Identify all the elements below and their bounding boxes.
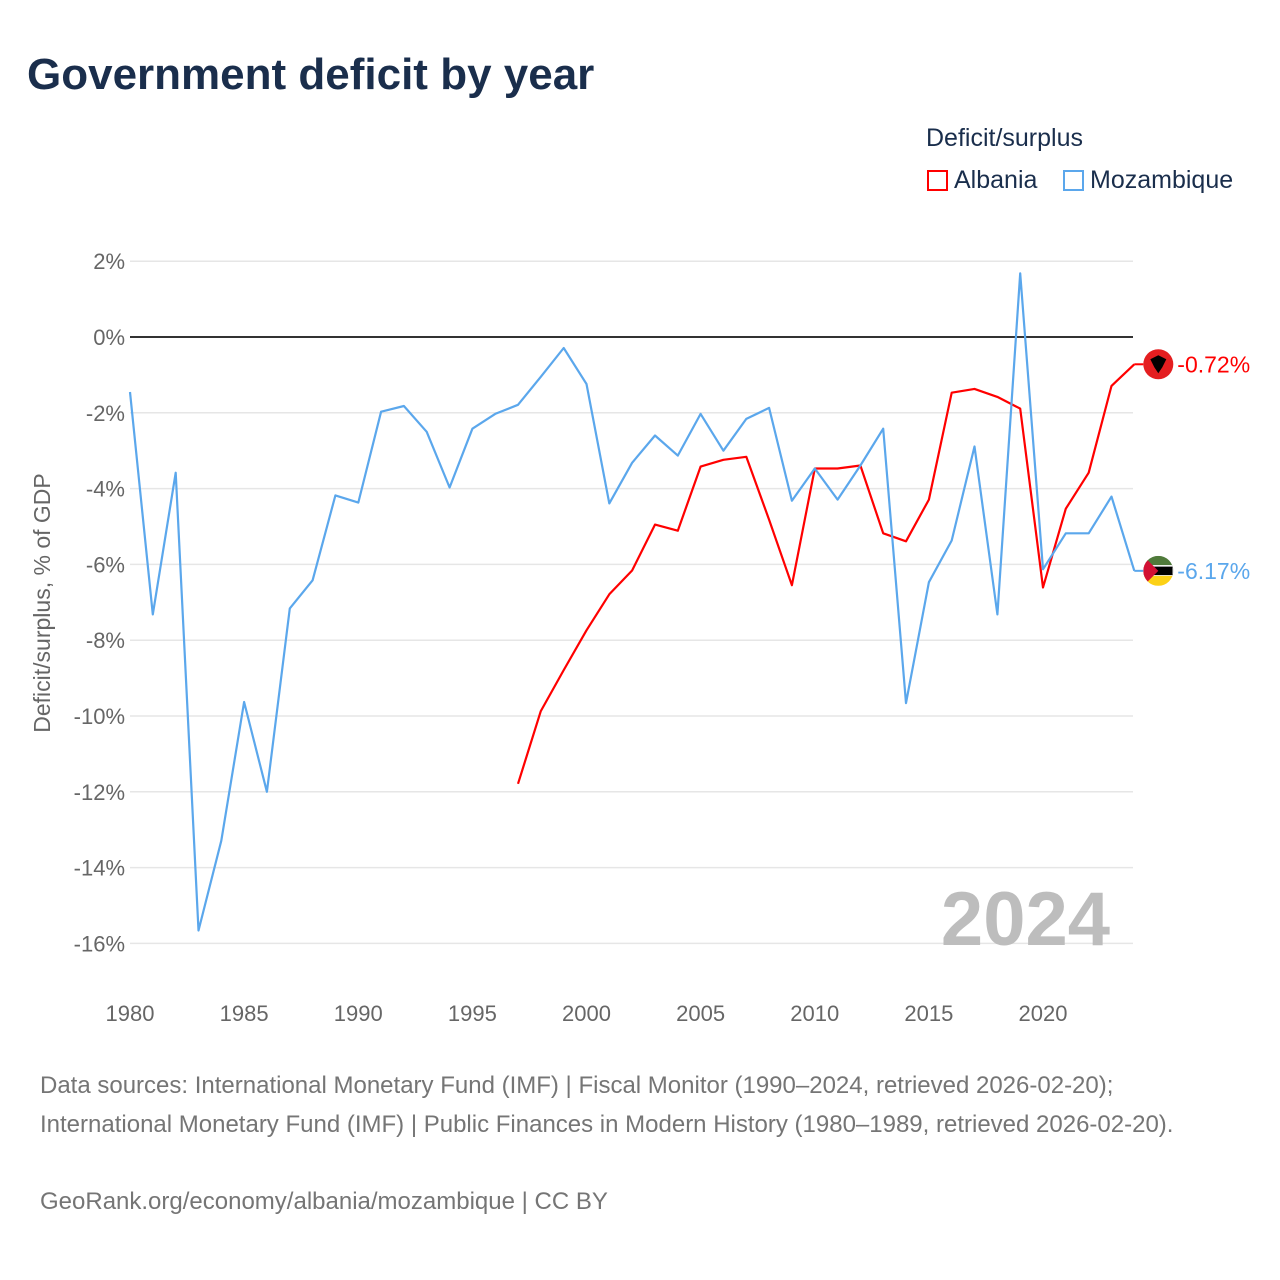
x-tick-label: 1995: [448, 1001, 497, 1026]
stripe-yellow: [1143, 575, 1174, 586]
x-tick-label: 2005: [676, 1001, 725, 1026]
year-watermark: 2024: [941, 877, 1110, 962]
chart-title: Government deficit by year: [27, 50, 595, 99]
x-tick-label: 2000: [562, 1001, 611, 1026]
y-tick-label: -8%: [86, 628, 125, 653]
triangle-red: [1143, 555, 1159, 586]
x-tick-label: 1990: [334, 1001, 383, 1026]
legend-label-mozambique: Mozambique: [1090, 166, 1234, 194]
y-tick-label: -2%: [86, 401, 125, 426]
albania-flag-icon: [1143, 349, 1174, 380]
line-chart: 2% 0% -2% -4% -6% -8% -10% -12% -14% -16% 1980 1985…: [29, 249, 1250, 1026]
end-value-label: -0.72%: [1177, 351, 1250, 377]
legend-item-albania[interactable]: Albania: [927, 166, 1037, 195]
legend-item-mozambique[interactable]: Mozambique: [1063, 166, 1233, 195]
y-tick-label: -12%: [74, 780, 125, 805]
y-tick-label: -6%: [86, 552, 125, 577]
x-tick-label: 1985: [220, 1001, 269, 1026]
y-tick-label: 2%: [93, 249, 125, 274]
y-axis-label: Deficit/surplus, % of GDP: [29, 473, 55, 732]
mozambique-flag-icon: [1143, 555, 1174, 586]
legend-title: Deficit/surplus: [926, 124, 1083, 152]
flag-stripes: [1143, 555, 1174, 586]
end-value-label: -6.17%: [1177, 558, 1250, 584]
series-line-albania: [516, 363, 1136, 785]
stripe-green: [1143, 555, 1174, 566]
y-tick-label: 0%: [93, 325, 125, 350]
credit-link[interactable]: GeoRank.org/economy/albania/mozambique |…: [40, 1188, 608, 1215]
y-tick-label: -14%: [74, 856, 125, 881]
y-tick-label: -10%: [74, 704, 125, 729]
series-line-mozambique: [128, 272, 1136, 932]
data-sources: Data sources: International Monetary Fun…: [40, 1072, 1174, 1138]
y-tick-label: -4%: [86, 477, 125, 502]
eagle-emblem: [1150, 355, 1167, 374]
legend-label-albania: Albania: [954, 166, 1038, 194]
y-tick-label: -16%: [74, 931, 125, 956]
x-tick-label: 2010: [790, 1001, 839, 1026]
x-tick-label: 2020: [1019, 1001, 1068, 1026]
x-tick-label: 1980: [106, 1001, 155, 1026]
x-tick-label: 2015: [904, 1001, 953, 1026]
legend-swatch-albania: [927, 170, 948, 191]
legend-swatch-mozambique: [1063, 170, 1084, 191]
